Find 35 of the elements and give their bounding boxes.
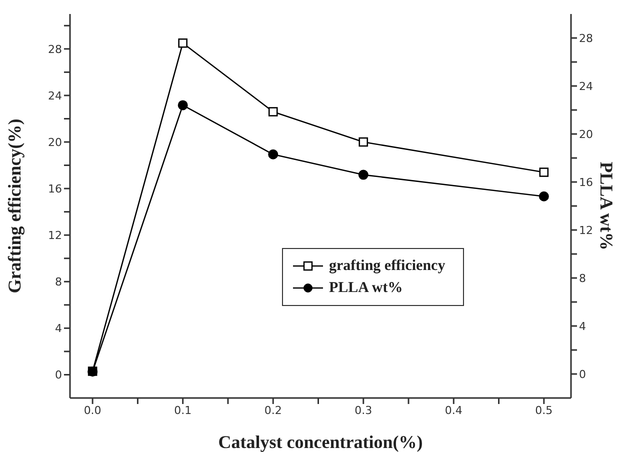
y-tick-label: 8 (55, 276, 62, 289)
x-axis-title: Catalyst concentration(%) (218, 432, 423, 452)
y-tick-label: 28 (48, 42, 62, 56)
y2-tick-label: 0 (579, 368, 586, 381)
y2-axis-title: PLLA wt% (596, 162, 617, 250)
point (358, 170, 368, 180)
y2-tick-label: 8 (579, 272, 586, 285)
y-tick-label: 12 (48, 228, 62, 242)
y-tick-label: 4 (55, 322, 62, 336)
point (268, 149, 278, 160)
y-tick-label: 20 (48, 136, 62, 149)
y2-tick-label: 16 (579, 176, 593, 189)
y-tick-label: 24 (48, 89, 62, 102)
y2-tick-label: 24 (579, 80, 593, 93)
y-axis-title: Grafting efficiency(%) (4, 118, 24, 294)
y-tick-label: 16 (48, 182, 62, 196)
point (178, 100, 188, 110)
x-tick-label: 0.1 (174, 404, 192, 417)
point (539, 168, 549, 177)
y-tick-label: 0 (55, 368, 62, 382)
y2-tick-label: 28 (579, 32, 593, 45)
point (268, 107, 278, 116)
legend-label: PLLA wt% (329, 279, 403, 298)
x-tick-label: 0.4 (444, 404, 462, 417)
point (538, 191, 549, 202)
y2-tick-label: 12 (579, 224, 593, 237)
point (358, 137, 368, 147)
legend-label: grafting efficiency (329, 257, 446, 276)
x-tick-label: 0.3 (354, 404, 372, 417)
y2-tick-label: 4 (579, 320, 586, 333)
y2-tick-label: 20 (579, 128, 593, 141)
point (178, 38, 188, 48)
x-tick-label: 0.5 (535, 404, 553, 417)
x-tick-label: 0.2 (264, 404, 282, 417)
x-tick-label: 0.0 (84, 404, 102, 417)
